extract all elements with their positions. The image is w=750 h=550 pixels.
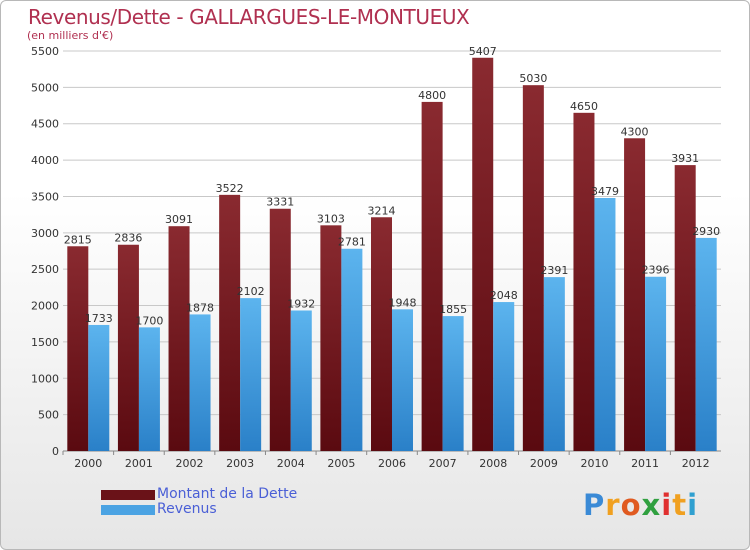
bar-debt bbox=[522, 85, 544, 451]
y-tick-label: 4000 bbox=[31, 154, 59, 167]
bar-revenue bbox=[290, 310, 312, 451]
bar-debt bbox=[674, 165, 696, 452]
data-label-debt: 2836 bbox=[114, 232, 142, 245]
x-tick-label: 2010 bbox=[580, 457, 608, 470]
data-label-debt: 3931 bbox=[671, 152, 699, 165]
chart-title: Revenus/Dette - GALLARGUES-LE-MONTUEUX bbox=[28, 5, 470, 29]
bar-debt bbox=[472, 57, 494, 451]
bar-debt bbox=[371, 217, 392, 451]
data-label-revenue: 3479 bbox=[591, 185, 619, 198]
data-label-revenue: 2102 bbox=[237, 285, 265, 298]
x-tick-label: 2004 bbox=[277, 457, 305, 470]
bar-debt bbox=[219, 194, 241, 451]
bar-debt bbox=[320, 225, 342, 451]
data-label-revenue: 2048 bbox=[490, 289, 518, 302]
x-tick-label: 2000 bbox=[74, 457, 102, 470]
y-tick-label: 2000 bbox=[31, 300, 59, 313]
bar-debt bbox=[624, 138, 646, 452]
logo-letter: P bbox=[583, 488, 606, 522]
data-label-revenue: 1948 bbox=[389, 296, 417, 309]
bar-revenue bbox=[189, 314, 211, 451]
data-label-revenue: 1855 bbox=[439, 303, 467, 316]
x-tick-label: 2003 bbox=[226, 457, 254, 470]
bar-revenue bbox=[543, 277, 565, 451]
y-tick-label: 2500 bbox=[31, 263, 59, 276]
x-tick-label: 2005 bbox=[327, 457, 355, 470]
logo-letter: t bbox=[672, 488, 688, 522]
data-label-debt: 3522 bbox=[216, 182, 244, 195]
bar-debt bbox=[421, 101, 443, 451]
bar-debt bbox=[67, 246, 89, 451]
x-tick-label: 2006 bbox=[378, 457, 406, 470]
x-tick-label: 2011 bbox=[631, 457, 659, 470]
y-tick-label: 4500 bbox=[31, 118, 59, 131]
x-tick-label: 2001 bbox=[125, 457, 153, 470]
x-tick-label: 2008 bbox=[479, 457, 507, 470]
data-label-revenue: 2930 bbox=[692, 225, 720, 238]
x-tick-label: 2007 bbox=[429, 457, 457, 470]
y-tick-label: 1500 bbox=[31, 336, 59, 349]
legend-label-debt: Montant de la Dette bbox=[157, 486, 298, 502]
y-tick-label: 500 bbox=[38, 409, 59, 422]
data-label-debt: 4800 bbox=[418, 89, 446, 102]
data-label-revenue: 1700 bbox=[135, 314, 163, 327]
chart-subtitle: (en milliers d'€) bbox=[27, 29, 114, 42]
bar-revenue bbox=[88, 324, 110, 451]
logo-letter: x bbox=[641, 488, 662, 522]
data-label-revenue: 2396 bbox=[642, 264, 670, 277]
data-label-debt: 4300 bbox=[621, 125, 649, 138]
bar-revenue bbox=[341, 248, 363, 451]
y-tick-label: 1000 bbox=[31, 372, 59, 385]
logo-letter: i bbox=[661, 488, 673, 522]
data-label-revenue: 1932 bbox=[287, 297, 315, 310]
y-tick-label: 5500 bbox=[31, 45, 59, 58]
data-label-debt: 3103 bbox=[317, 212, 345, 225]
legend-swatch-revenue bbox=[101, 505, 155, 515]
bar-debt bbox=[573, 112, 595, 452]
y-tick-label: 0 bbox=[52, 445, 59, 458]
proxiti-logo: Proxiti bbox=[583, 488, 698, 522]
x-tick-label: 2009 bbox=[530, 457, 558, 470]
data-label-debt: 3331 bbox=[266, 196, 294, 209]
bar-revenue bbox=[240, 298, 262, 451]
data-label-debt: 3214 bbox=[368, 204, 396, 217]
data-label-debt: 5030 bbox=[519, 72, 547, 85]
y-tick-label: 3500 bbox=[31, 190, 59, 203]
bar-revenue bbox=[392, 309, 413, 451]
x-tick-label: 2002 bbox=[176, 457, 204, 470]
bar-debt bbox=[168, 226, 190, 451]
x-tick-label: 2012 bbox=[682, 457, 710, 470]
bar-revenue bbox=[138, 327, 160, 451]
data-label-revenue: 1878 bbox=[186, 301, 214, 314]
y-tick-label: 3000 bbox=[31, 227, 59, 240]
bar-revenue bbox=[594, 197, 616, 451]
bar-revenue bbox=[493, 302, 515, 451]
data-label-revenue: 1733 bbox=[85, 312, 113, 325]
data-label-revenue: 2391 bbox=[540, 264, 568, 277]
data-label-debt: 4650 bbox=[570, 100, 598, 113]
legend-label-revenue: Revenus bbox=[157, 501, 217, 517]
legend-swatch-debt bbox=[101, 490, 155, 500]
logo-letter: r bbox=[605, 488, 621, 522]
logo-letter: i bbox=[687, 488, 699, 522]
data-label-debt: 3091 bbox=[165, 213, 193, 226]
bar-debt bbox=[269, 208, 291, 451]
data-label-revenue: 2781 bbox=[338, 236, 366, 249]
bar-revenue bbox=[442, 316, 464, 451]
logo-letter: o bbox=[620, 488, 642, 522]
bar-revenue bbox=[645, 276, 667, 451]
y-tick-label: 5000 bbox=[31, 81, 59, 94]
data-label-debt: 5407 bbox=[469, 45, 497, 58]
data-label-debt: 2815 bbox=[64, 233, 92, 246]
bar-debt bbox=[117, 244, 139, 451]
bar-revenue bbox=[695, 237, 717, 451]
